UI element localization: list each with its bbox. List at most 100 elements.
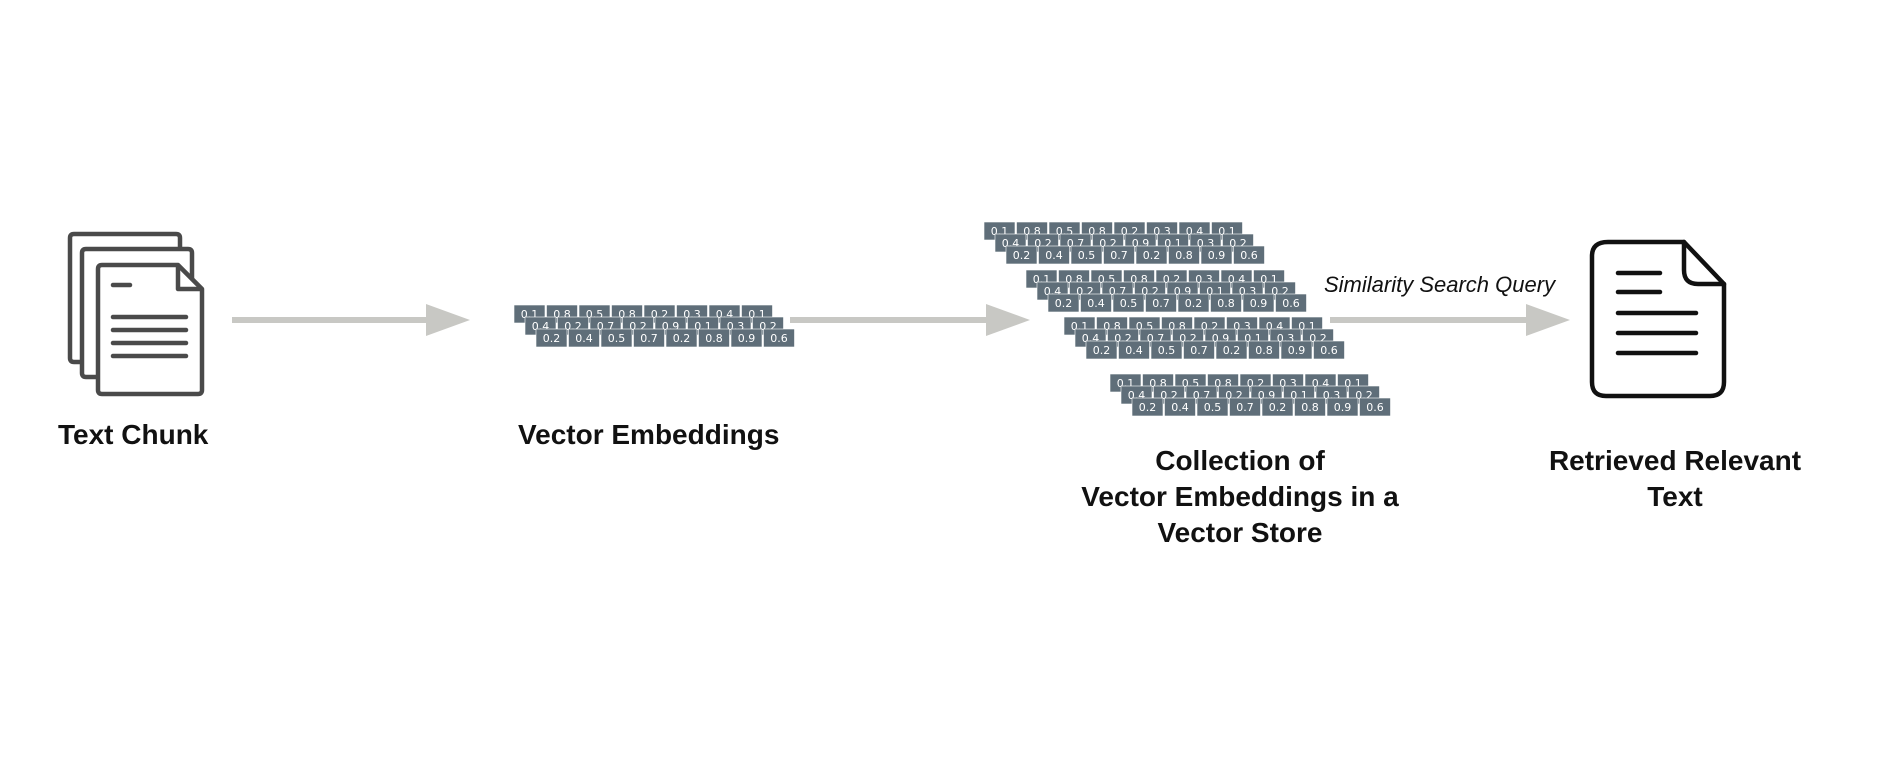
embedding-cell [1248,340,1280,360]
embedding-value: 0.9 [1250,297,1268,310]
embedding-vector: 0.1 0.8 0.5 0.8 0.2 0.3 0.4 0.10.4 0.2 0.7 0.2 0.9 0… [1025,269,1307,313]
embedding-value: 0.2 [543,332,561,345]
embedding-vector: 0.1 0.8 0.5 0.8 0.2 0.3 0.4 0.10.4 0.2 0.7 0.2 0.9 0… [983,221,1265,265]
embedding-cell [1294,397,1326,417]
embedding-value: 0.2 [673,332,691,345]
embedding-value: 0.9 [1208,249,1226,262]
embedding-value: 0.9 [738,332,756,345]
embedding-cell [1145,293,1177,313]
embedding-cell [1359,397,1391,417]
embedding-cell [600,328,633,348]
embedding-value: 0.7 [1236,401,1254,414]
embedding-cell [1210,293,1242,313]
vector-embedding-stack: 0.1 0.8 0.5 0.8 0.2 0.3 0.4 0.10.4 0.2 0.7 0.2 0.9 0… [513,304,795,348]
embedding-value: 0.2 [1223,344,1241,357]
vector-store-label-line: Vector Store [1157,517,1323,548]
embedding-cell [1233,245,1265,265]
embedding-cell [1131,397,1164,417]
embedding-cell [568,328,600,348]
vector-store-label: Collection of Vector Embeddings in a Vec… [1040,443,1440,551]
embedding-cell [1135,245,1168,265]
embedding-value: 0.2 [1013,249,1031,262]
embedding-cell [1150,340,1183,360]
embedding-cell [1196,397,1229,417]
embedding-cell [1183,340,1215,360]
embedding-value: 0.4 [1087,297,1105,310]
embedding-cell [1326,397,1359,417]
embedding-cell [1005,245,1038,265]
embedding-value: 0.2 [1139,401,1157,414]
embedding-value: 0.8 [1255,344,1273,357]
embedding-vector: 0.1 0.8 0.5 0.8 0.2 0.3 0.4 0.10.4 0.2 0.7 0.2 0.9 0… [1063,316,1345,360]
vector-store-label-line: Vector Embeddings in a [1081,481,1399,512]
embedding-value: 0.2 [1143,249,1161,262]
embedding-cell [1080,293,1112,313]
embedding-value: 0.2 [1093,344,1111,357]
embedding-cell [535,328,568,348]
embedding-value: 0.8 [1175,249,1193,262]
embedding-value: 0.8 [705,332,723,345]
embedding-value: 0.5 [1204,401,1222,414]
embedding-cell [1200,245,1233,265]
embedding-cell [1177,293,1210,313]
embedding-value: 0.4 [575,332,593,345]
embedding-value: 0.2 [1185,297,1203,310]
embedding-value: 0.4 [1125,344,1143,357]
retrieved-text-label-line: Text [1647,481,1703,512]
retrieved-text-label: Retrieved Relevant Text [1510,443,1840,515]
embedding-cell [1164,397,1196,417]
retrieved-text-label-line: Retrieved Relevant [1548,445,1802,476]
embedding-cell [1275,293,1307,313]
embedding-value: 0.8 [1217,297,1235,310]
embedding-value: 0.2 [1269,401,1287,414]
embedding-value: 0.7 [1190,344,1208,357]
embedding-value: 0.5 [1078,249,1096,262]
embedding-value: 0.7 [1152,297,1170,310]
embedding-value: 0.9 [1334,401,1352,414]
embedding-value: 0.5 [1120,297,1138,310]
flow-arrow-1 [232,304,470,336]
embedding-vector: 0.1 0.8 0.5 0.8 0.2 0.3 0.4 0.10.4 0.2 0.7 0.2 0.9 0… [1109,373,1391,417]
embedding-value: 0.7 [640,332,658,345]
vector-embedding-collection: 0.1 0.8 0.5 0.8 0.2 0.3 0.4 0.10.4 0.2 0.7 0.2 0.9 0… [983,221,1391,417]
document-icon [1589,239,1727,399]
embedding-value: 0.6 [1282,297,1300,310]
vector-store-label-line: Collection of [1155,445,1325,476]
embedding-cell [763,328,795,348]
embedding-value: 0.4 [1171,401,1189,414]
embedding-cell [1313,340,1345,360]
stacked-documents-icon [67,231,205,397]
embedding-value: 0.2 [1055,297,1073,310]
embedding-cell [698,328,730,348]
embedding-cell [1229,397,1261,417]
embedding-value: 0.8 [1301,401,1319,414]
embedding-cell [1261,397,1294,417]
embedding-value: 0.4 [1045,249,1063,262]
embedding-cell [1280,340,1313,360]
embedding-cell [1112,293,1145,313]
flow-arrow-2 [790,304,1030,336]
similarity-search-query-label: Similarity Search Query [1324,272,1556,297]
embedding-cell [1038,245,1070,265]
vector-embeddings-label: Vector Embeddings [518,419,780,450]
embedding-cell [1070,245,1103,265]
text-chunk-label: Text Chunk [58,419,209,450]
embedding-cell [1047,293,1080,313]
embedding-cell [730,328,763,348]
embedding-cell [1168,245,1200,265]
embedding-cell [665,328,698,348]
embedding-cell [633,328,665,348]
embedding-value: 0.6 [1240,249,1258,262]
flow-arrow-3 [1330,304,1570,336]
embedding-cell [1242,293,1275,313]
embedding-value: 0.6 [770,332,788,345]
embedding-value: 0.6 [1366,401,1384,414]
embedding-value: 0.6 [1320,344,1338,357]
embedding-cell [1118,340,1150,360]
embedding-value: 0.7 [1110,249,1128,262]
embedding-value: 0.5 [608,332,626,345]
embedding-value: 0.5 [1158,344,1176,357]
embedding-vector: 0.1 0.8 0.5 0.8 0.2 0.3 0.4 0.10.4 0.2 0.7 0.2 0.9 0… [513,304,795,348]
embedding-value: 0.9 [1288,344,1306,357]
